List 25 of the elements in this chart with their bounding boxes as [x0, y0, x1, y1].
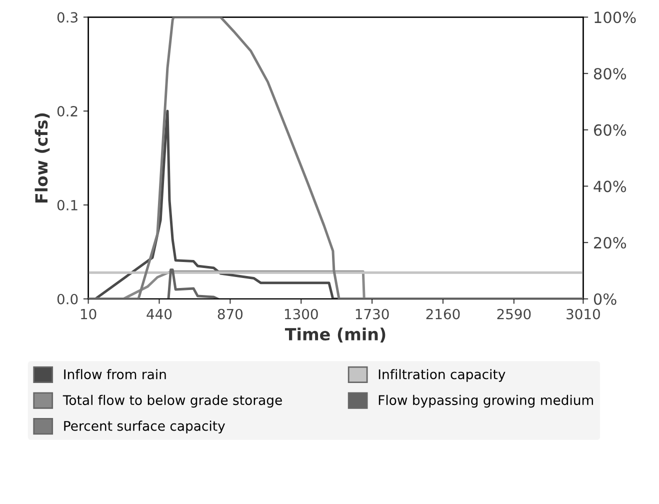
y-axis-title: Flow (cfs): [34, 113, 50, 202]
x-axis-title: Time (min): [284, 328, 386, 342]
x-tick-label: 870: [218, 308, 243, 320]
legend-label: Percent surface capacity: [64, 420, 225, 434]
y-tick-label: 0.0: [57, 294, 78, 304]
y-tick-label: 0.2: [57, 106, 78, 117]
x-tick-label: 3010: [566, 308, 600, 320]
legend-label: Infiltration capacity: [378, 369, 506, 382]
y2-tick-label: 100%: [594, 12, 636, 24]
x-tick-label: 1300: [284, 308, 318, 320]
legend-label: Inflow from rain: [64, 369, 166, 380]
x-tick-label: 1730: [356, 308, 389, 320]
legend-label: Total flow to below grade storage: [62, 394, 282, 408]
legend-label: Flow bypassing growing medium: [378, 394, 593, 408]
x-tick-label: 10: [80, 308, 96, 320]
x-tick-label: 2590: [497, 308, 531, 320]
y2-tick-label: 80%: [594, 68, 626, 80]
y2-tick-label: 40%: [594, 180, 626, 192]
y2-tick-label: 60%: [594, 124, 626, 136]
y-tick-label: 0.1: [57, 200, 78, 210]
y2-tick-label: 0%: [594, 293, 616, 305]
y-tick-label: 0.3: [57, 12, 78, 23]
x-tick-label: 2160: [426, 308, 460, 320]
x-tick-label: 440: [146, 308, 172, 320]
y2-tick-label: 20%: [594, 236, 626, 249]
